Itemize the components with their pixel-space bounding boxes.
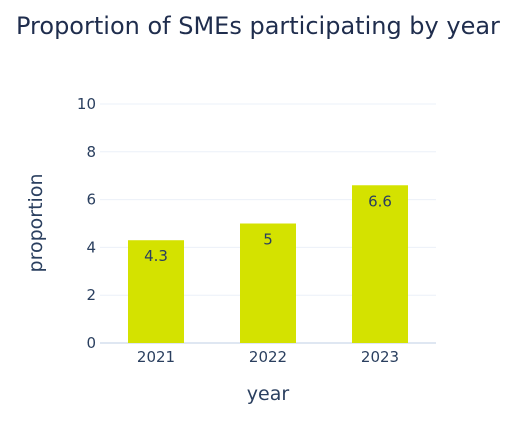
x-tick-label: 2021 — [137, 348, 175, 366]
bar-value-label: 6.6 — [368, 192, 392, 210]
x-axis-ticks: 2021 2022 2023 — [137, 348, 399, 366]
bar-2023 — [352, 185, 408, 343]
y-tick-label: 4 — [86, 238, 96, 256]
y-tick-label: 2 — [86, 286, 96, 304]
y-tick-label: 6 — [86, 191, 96, 209]
bar-2022 — [240, 223, 296, 343]
bar-value-label: 5 — [263, 231, 273, 249]
y-tick-label: 10 — [77, 95, 96, 113]
y-axis-ticks: 0 2 4 6 8 10 — [77, 95, 96, 352]
bar-value-label: 4.3 — [144, 247, 168, 265]
x-tick-label: 2023 — [361, 348, 399, 366]
bar-2021 — [128, 240, 184, 343]
chart-title: Proportion of SMEs participating by year — [16, 12, 500, 40]
bar-value-labels: 4.3 5 6.6 — [144, 192, 392, 265]
x-axis-title: year — [247, 383, 290, 405]
x-tick-label: 2022 — [249, 348, 287, 366]
y-axis-title: proportion — [25, 174, 47, 273]
y-tick-label: 0 — [86, 334, 96, 352]
y-tick-label: 8 — [86, 143, 96, 161]
bars — [128, 185, 408, 343]
